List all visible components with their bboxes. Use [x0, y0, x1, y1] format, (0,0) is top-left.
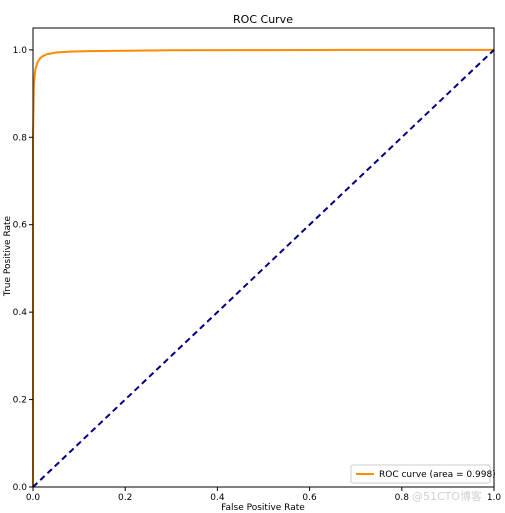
y-tick-label: 1.0: [13, 46, 28, 56]
x-tick-label: 0.0: [26, 493, 41, 503]
x-tick-label: 1.0: [487, 493, 502, 503]
series-line-chance: [32, 49, 495, 488]
y-tick-label: 0.2: [13, 396, 27, 406]
chart-title: ROC Curve: [233, 13, 293, 26]
y-tick-label: 0.8: [13, 133, 28, 143]
x-axis-label: False Positive Rate: [221, 503, 305, 513]
y-tick-label: 0.6: [13, 221, 28, 231]
series-line-roc: [32, 48, 494, 487]
plot-area: 0.0 0.2 0.4 0.6 0.8 1.0 0.0 0.2 0.4 0.6 0.8 1.0: [13, 27, 502, 503]
plot-frame: [32, 27, 495, 488]
x-tick-label: 0.8: [395, 493, 410, 503]
y-tick-label: 0.0: [13, 483, 28, 493]
legend-label-roc: ROC curve (area = 0.998): [379, 470, 496, 480]
legend: ROC curve (area = 0.998): [350, 464, 496, 484]
legend-box: [350, 464, 491, 484]
y-tick-label: 0.4: [13, 308, 28, 318]
x-tick-label: 0.6: [302, 493, 317, 503]
x-tick-label: 0.4: [210, 493, 225, 503]
watermark-text: @51CTO博客: [412, 489, 482, 503]
x-tick-label: 0.2: [118, 493, 132, 503]
y-axis-label: True Positive Rate: [3, 215, 13, 297]
